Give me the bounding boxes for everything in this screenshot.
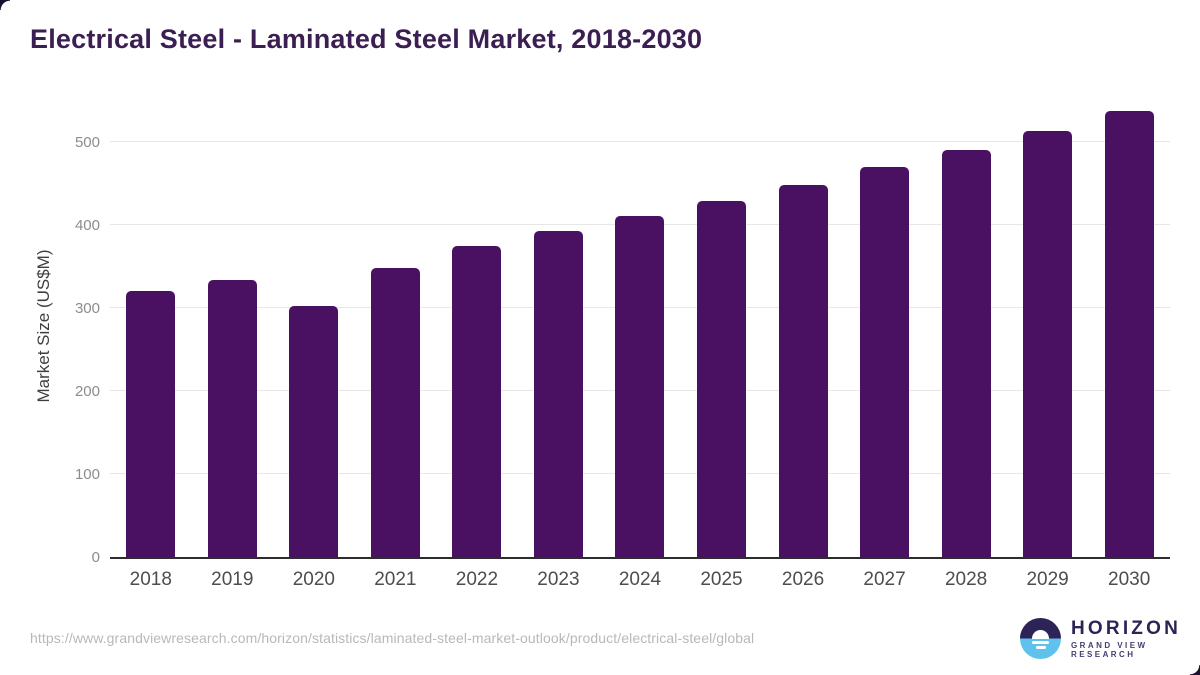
y-tick-label: 300: [74, 300, 100, 318]
x-tick-label: 2030: [1108, 569, 1151, 590]
bar-2019: [207, 279, 257, 557]
x-tick-label: 2020: [292, 569, 335, 590]
horizon-logo: HORIZON GRAND VIEW RESEARCH: [1020, 618, 1200, 659]
chart-title: Electrical Steel - Laminated Steel Marke…: [30, 24, 703, 54]
wave-glyph: [1035, 646, 1046, 649]
x-tick-label: 2019: [211, 569, 254, 590]
gridline: [110, 141, 1170, 143]
bar-2025: [696, 201, 746, 557]
x-axis-tick-labels: 2018 2019 2020 2021 2022 2023 2024 2025 2026 2027…: [110, 569, 1170, 591]
source-url: https://www.grandviewresearch.com/horizo…: [30, 630, 755, 646]
x-tick-label: 2025: [700, 569, 743, 590]
bar-2021: [370, 268, 420, 557]
bar-2018: [126, 291, 176, 557]
x-tick-label: 2021: [374, 569, 417, 590]
bar-slot: [273, 96, 355, 557]
x-tick-label: 2026: [781, 569, 825, 590]
corner-mark-bottom-right: [1190, 665, 1200, 675]
bar-2027: [860, 167, 910, 557]
x-tick-label: 2024: [618, 569, 662, 590]
bar-slot: [110, 96, 192, 557]
bar-2029: [1023, 130, 1073, 557]
bar-2020: [289, 305, 339, 557]
bar-slot: [599, 96, 681, 557]
sun-glyph: [1032, 630, 1049, 639]
bar-slot: [355, 96, 437, 557]
logo-text: HORIZON GRAND VIEW RESEARCH: [1071, 617, 1200, 659]
logo-brand: HORIZON: [1071, 617, 1182, 639]
bar-2024: [615, 215, 665, 557]
bar-slot: [192, 96, 274, 557]
bar-slot: [844, 96, 926, 557]
bar-2023: [533, 230, 583, 557]
bar-slot: [1088, 96, 1170, 557]
y-axis-tick-labels: 0 100 200 300 400 500: [0, 96, 100, 566]
y-tick-label: 500: [74, 134, 100, 152]
y-tick-label: 400: [74, 217, 100, 235]
logo-tagline: GRAND VIEW RESEARCH: [1071, 640, 1148, 659]
bar-slot: [681, 96, 763, 557]
bar-2022: [452, 245, 502, 557]
bar-slot: [762, 96, 844, 557]
bar-2028: [941, 149, 991, 557]
x-tick-label: 2022: [455, 569, 499, 590]
y-tick-label: 100: [74, 466, 100, 484]
wave-glyph: [1032, 641, 1049, 644]
x-tick-label: 2018: [129, 569, 172, 590]
bar-2026: [778, 185, 828, 557]
x-tick-label: 2023: [537, 569, 580, 590]
x-tick-label: 2027: [863, 569, 906, 590]
bar-slot: [925, 96, 1007, 557]
x-tick-label: 2029: [1026, 569, 1069, 590]
y-tick-label: 200: [74, 383, 100, 401]
bar-2030: [1104, 111, 1154, 557]
horizon-sun-icon: [1020, 618, 1061, 659]
bar-slot: [436, 96, 518, 557]
corner-mark-top-left: [0, 0, 10, 10]
x-tick-label: 2028: [944, 569, 988, 590]
bar-series: [110, 96, 1170, 557]
y-tick-label: 0: [91, 549, 100, 566]
plot-area: [110, 96, 1170, 559]
bar-slot: [1007, 96, 1089, 557]
bar-slot: [518, 96, 600, 557]
